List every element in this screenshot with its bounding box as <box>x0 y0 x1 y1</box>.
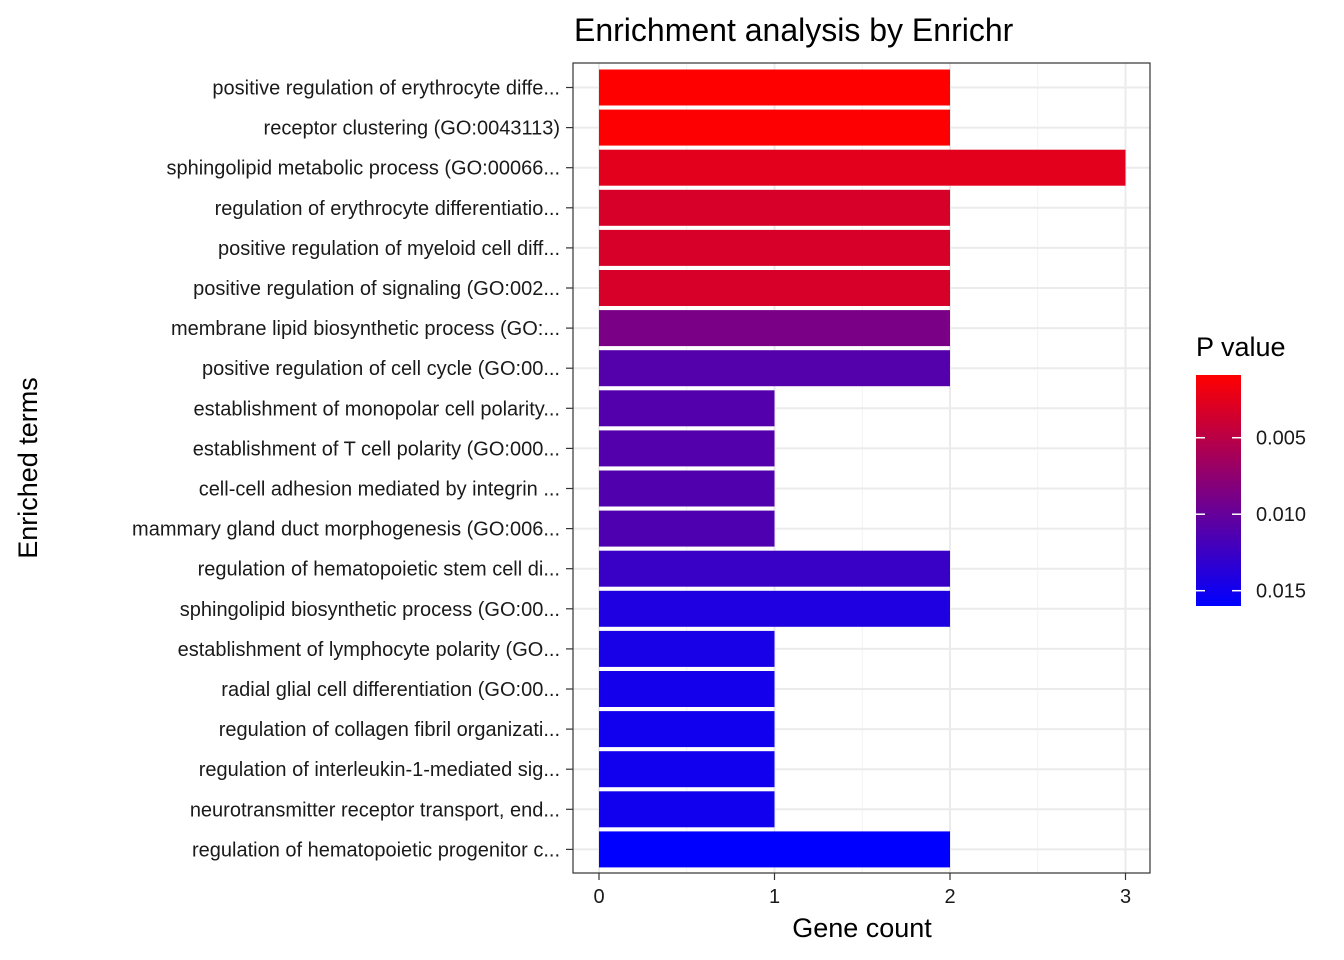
y-tick-label: regulation of erythrocyte differentiatio… <box>215 198 560 220</box>
bar <box>599 590 950 627</box>
legend-label: 0.005 <box>1256 428 1306 450</box>
y-tick-label: sphingolipid biosynthetic process (GO:00… <box>180 599 560 621</box>
y-tick-label: regulation of interleukin-1-mediated sig… <box>199 759 560 781</box>
y-tick-label: positive regulation of signaling (GO:002… <box>193 278 560 300</box>
bar <box>599 310 950 347</box>
bar <box>599 791 775 828</box>
y-tick-label: regulation of hematopoietic stem cell di… <box>198 559 560 581</box>
panel-border <box>572 62 1151 874</box>
bar <box>599 671 775 707</box>
bar <box>599 149 1126 186</box>
y-tick-label: establishment of monopolar cell polarity… <box>194 398 560 420</box>
y-tick-label: receptor clustering (GO:0043113) <box>264 118 560 140</box>
y-tick-label: mammary gland duct morphogenesis (GO:006… <box>132 519 560 541</box>
bar <box>599 69 950 106</box>
bar <box>599 390 775 427</box>
x-tick-label: 3 <box>1120 886 1131 908</box>
legend: P value 0.005 0.010 0.015 <box>1196 332 1306 606</box>
bar <box>599 229 950 266</box>
bars <box>599 69 1126 868</box>
y-tick-label: positive regulation of myeloid cell diff… <box>218 238 560 260</box>
y-tick-label: establishment of lymphocyte polarity (GO… <box>178 639 560 661</box>
bar <box>599 831 950 868</box>
bar <box>599 470 775 507</box>
bar <box>599 711 775 748</box>
y-tick-label: positive regulation of erythrocyte diffe… <box>212 78 560 100</box>
y-tick-label: radial glial cell differentiation (GO:00… <box>221 679 560 701</box>
bar <box>599 189 950 226</box>
y-tick-label: regulation of collagen fibril organizati… <box>219 719 560 741</box>
y-axis-title: Enriched terms <box>13 377 43 559</box>
y-tick-label: regulation of hematopoietic progenitor c… <box>192 839 560 861</box>
legend-title: P value <box>1196 332 1286 362</box>
legend-label: 0.015 <box>1256 581 1306 603</box>
legend-label: 0.010 <box>1256 504 1306 526</box>
y-tick-label: membrane lipid biosynthetic process (GO:… <box>171 318 560 340</box>
y-axis: positive regulation of erythrocyte diffe… <box>132 78 573 861</box>
x-tick-label: 0 <box>593 886 604 908</box>
bar <box>599 109 950 146</box>
chart-title: Enrichment analysis by Enrichr <box>574 12 1014 48</box>
bar <box>599 630 775 667</box>
bar <box>599 350 950 387</box>
x-axis: 0 1 2 3 <box>593 873 1131 908</box>
bar <box>599 270 950 306</box>
y-tick-label: positive regulation of cell cycle (GO:00… <box>202 358 560 380</box>
y-tick-label: neurotransmitter receptor transport, end… <box>190 799 560 821</box>
y-tick-label: establishment of T cell polarity (GO:000… <box>193 438 560 460</box>
x-tick-label: 2 <box>944 886 955 908</box>
bar <box>599 751 775 788</box>
y-tick-label: cell-cell adhesion mediated by integrin … <box>199 479 560 501</box>
y-tick-label: sphingolipid metabolic process (GO:00066… <box>166 158 560 180</box>
bar <box>599 550 950 587</box>
x-tick-label: 1 <box>769 886 780 908</box>
bar <box>599 430 775 467</box>
x-axis-title: Gene count <box>792 913 932 943</box>
legend-colorbar <box>1196 375 1241 606</box>
bar <box>599 510 775 547</box>
